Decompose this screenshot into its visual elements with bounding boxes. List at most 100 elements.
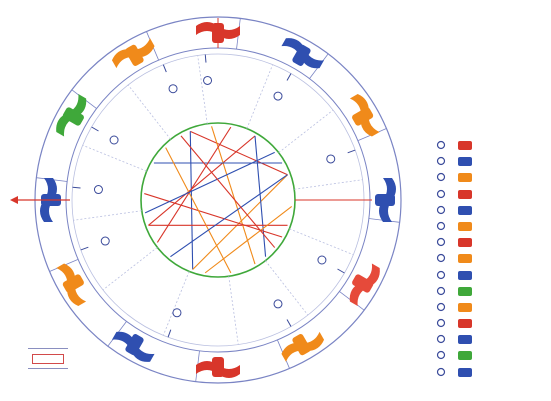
venus-glyph-icon (436, 189, 446, 198)
aspect-line (156, 126, 232, 243)
planet-markers (72, 54, 356, 338)
sign-glyph-icon (458, 367, 472, 377)
aspect-line (204, 206, 293, 274)
house-cusp-line (278, 109, 334, 153)
planet-tick (72, 186, 81, 189)
zodiac-sign-glyph-icon (375, 178, 396, 222)
ascendant-arrow-icon (10, 196, 18, 204)
aspect-line (189, 131, 194, 270)
table-row (434, 251, 546, 267)
planet-positions-table (434, 138, 546, 381)
aspect-line (180, 135, 276, 248)
table-row (434, 316, 546, 332)
planet-tick (286, 73, 292, 81)
uranus-glyph-icon (436, 254, 446, 263)
legend-line (28, 368, 68, 369)
table-row (434, 332, 546, 348)
table-row (434, 138, 546, 154)
planet-tick (91, 126, 99, 132)
table-row (434, 348, 546, 364)
table-row (434, 235, 546, 251)
zodiac-sign-glyph-icon (196, 357, 240, 378)
legend-box (32, 354, 64, 364)
jupiter-glyph-icon (436, 221, 446, 231)
sun-glyph-icon (436, 140, 446, 150)
table-row (434, 203, 546, 219)
zodiac-sign-glyph-icon (281, 331, 325, 362)
table-row (434, 268, 546, 284)
planet-marker-icon (100, 236, 110, 246)
node-glyph-icon (436, 302, 446, 311)
info-line (437, 64, 545, 78)
zodiac-sign-glyph-icon (111, 331, 155, 362)
planet-marker-icon (203, 75, 213, 85)
table-row (434, 365, 546, 381)
sign-glyph-icon (458, 319, 472, 329)
aspect-legend (18, 318, 78, 378)
aspect-line (148, 135, 256, 226)
zodiac-sign-glyph-icon (56, 93, 87, 137)
zodiac-sign-glyph-icon (111, 38, 155, 69)
aspect-line (165, 147, 232, 274)
house-cusp-line (228, 276, 239, 345)
sign-glyph-icon (458, 286, 472, 296)
info-line (437, 78, 545, 92)
sign-glyph-icon (458, 189, 472, 199)
zodiac-sign-glyph-icon (281, 38, 325, 69)
sign-glyph-icon (458, 141, 472, 150)
planet-marker-icon (109, 135, 119, 145)
planet-tick (162, 64, 167, 73)
house-cusp-line (82, 144, 147, 172)
info-line (437, 8, 545, 22)
aspect-line (192, 174, 288, 270)
mc-glyph-icon (436, 367, 446, 376)
planet-marker-icon (317, 255, 327, 265)
planet-marker-icon (273, 91, 283, 101)
aspect-line (190, 130, 288, 176)
sign-glyph-icon (458, 254, 472, 264)
house-cusp-line (127, 84, 171, 140)
info-line (437, 22, 545, 36)
house-cusp-line (289, 228, 354, 256)
zodiac-sign-glyph-icon (56, 263, 87, 307)
sign-glyph-icon (458, 302, 472, 312)
info-line (437, 50, 545, 64)
planet-marker-icon (273, 299, 283, 309)
chart-info-panel (437, 8, 545, 106)
sign-glyph-icon (458, 270, 472, 280)
planet-marker-icon (168, 84, 178, 94)
sign-glyph-icon (458, 238, 472, 248)
info-line (437, 36, 545, 50)
table-row (434, 170, 546, 186)
aspect-lines (144, 126, 293, 274)
planet-marker-icon (93, 185, 103, 195)
chiron-glyph-icon (436, 335, 446, 344)
house-cusp-line (197, 55, 208, 124)
sign-glyph-icon (458, 351, 472, 361)
planet-tick (347, 149, 356, 154)
lilith-glyph-icon (436, 318, 446, 328)
aspect-line (170, 174, 288, 258)
ascendant-glyph-icon (436, 351, 446, 360)
sign-glyph-icon (458, 335, 472, 345)
zodiac-sign-glyph-icon (349, 263, 380, 307)
mars-glyph-icon (436, 205, 446, 214)
house-cusp-line (162, 271, 190, 336)
house-cusp-line (102, 247, 158, 291)
planet-tick (337, 268, 345, 274)
planet-marker-icon (326, 154, 336, 164)
aspect-line (144, 151, 275, 214)
house-cusp-line (73, 210, 142, 221)
sign-glyph-icon (458, 173, 472, 183)
table-row (434, 154, 546, 170)
planet-tick (167, 329, 172, 338)
table-row (434, 300, 546, 316)
moon-glyph-icon (436, 157, 446, 166)
sign-glyph-icon (458, 221, 472, 231)
table-row (434, 219, 546, 235)
pluto-glyph-icon (436, 286, 446, 295)
zodiac-wheel (10, 16, 402, 384)
planet-tick (80, 246, 89, 251)
sign-glyph-icon (458, 157, 472, 167)
table-row (434, 187, 546, 203)
